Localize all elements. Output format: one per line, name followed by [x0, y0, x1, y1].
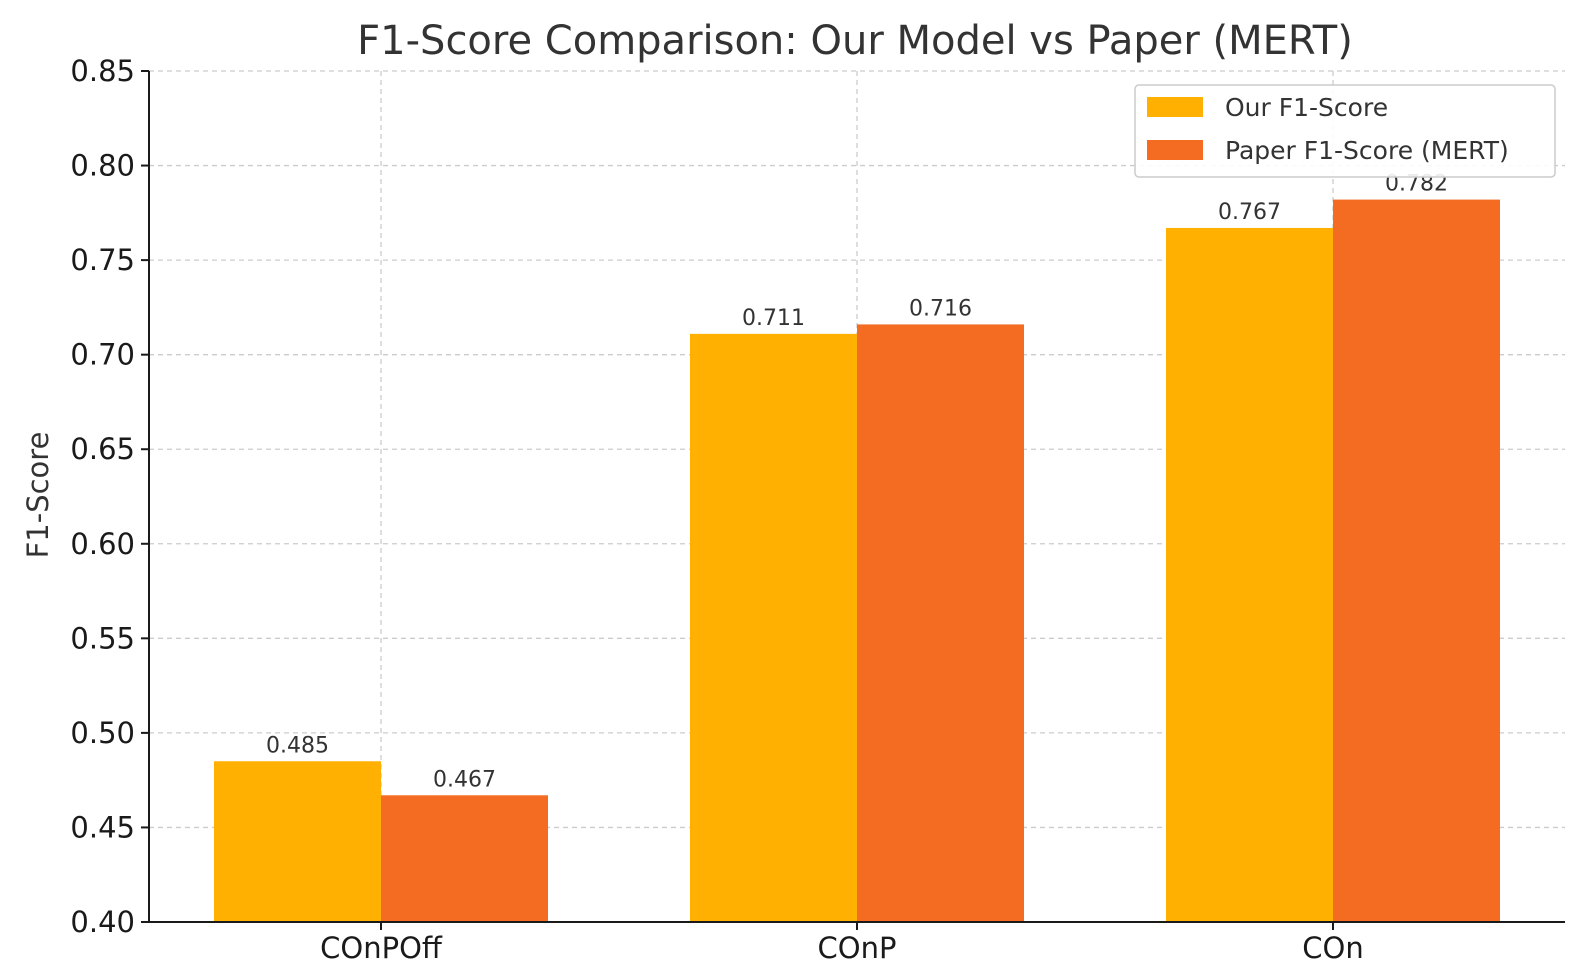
bar-value-label: 0.767 — [1218, 200, 1281, 225]
legend-swatch-our — [1147, 97, 1203, 117]
y-tick-label: 0.80 — [70, 149, 135, 183]
y-tick-label: 0.45 — [70, 810, 135, 844]
bar-paper-conp — [857, 324, 1024, 922]
x-tick-label: COnP — [818, 931, 897, 965]
bar-value-label: 0.716 — [909, 296, 972, 321]
bar-paper-conpoff — [381, 795, 548, 922]
legend: Our F1-Score Paper F1-Score (MERT) — [1134, 84, 1556, 178]
bar-value-label: 0.711 — [742, 306, 805, 331]
bar-our-conp — [690, 333, 857, 922]
y-tick-label: 0.85 — [70, 54, 135, 88]
y-tick-label: 0.60 — [70, 527, 135, 561]
bars — [214, 199, 1500, 922]
tick-labels: 0.40 0.45 0.50 0.55 0.60 0.65 0.70 0.75 0.80 0.85… — [70, 54, 1363, 965]
bar-our-conpoff — [214, 761, 381, 922]
y-tick-label: 0.75 — [70, 243, 135, 277]
y-axis-label: F1-Score — [21, 432, 55, 559]
bar-our-con — [1166, 227, 1333, 922]
y-tick-label: 0.70 — [70, 338, 135, 372]
y-tick-label: 0.65 — [70, 432, 135, 466]
x-tick-label: COnPOff — [320, 931, 443, 965]
y-tick-label: 0.50 — [70, 716, 135, 750]
legend-label-our: Our F1-Score — [1225, 93, 1388, 122]
bar-value-label: 0.467 — [433, 767, 496, 792]
chart-title: F1-Score Comparison: Our Model vs Paper … — [357, 18, 1353, 64]
legend-label-paper: Paper F1-Score (MERT) — [1225, 136, 1509, 165]
y-tick-label: 0.40 — [70, 905, 135, 939]
bar-value-label: 0.485 — [266, 733, 329, 758]
y-tick-label: 0.55 — [70, 621, 135, 655]
bar-paper-con — [1333, 199, 1500, 922]
legend-frame — [1134, 84, 1556, 178]
legend-swatch-paper — [1147, 140, 1203, 160]
x-tick-label: COn — [1302, 931, 1363, 965]
